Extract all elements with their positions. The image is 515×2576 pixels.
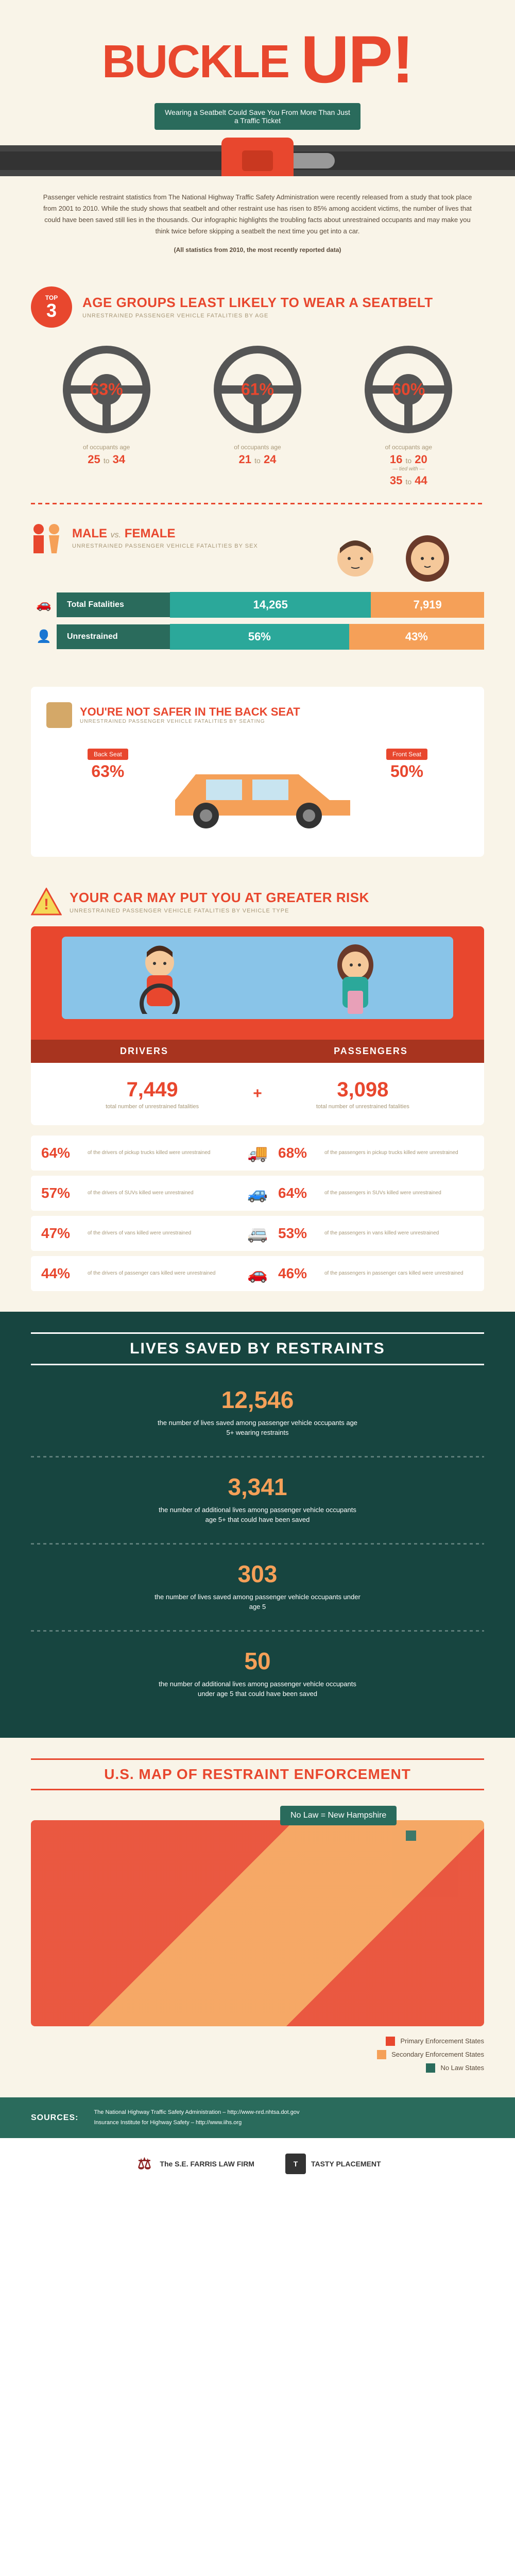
female-face-icon <box>402 530 453 582</box>
us-map-graphic <box>31 1820 484 2026</box>
vehicle-stat-row: 64%of the drivers of pickup trucks kille… <box>31 1136 484 1171</box>
legend-item: Secondary Enforcement States <box>31 2050 484 2059</box>
sources-bar: SOURCES: The National Highway Traffic Sa… <box>0 2097 515 2139</box>
back-seat-stat: Back Seat 63% <box>88 749 128 781</box>
lives-title: LIVES SAVED BY RESTRAINTS <box>31 1332 484 1365</box>
male-face-icon <box>330 530 381 582</box>
buckle-icon <box>221 138 294 176</box>
backseat-subtitle: UNRESTRAINED PASSENGER VEHICLE FATALITIE… <box>80 719 300 724</box>
vehicle-icon: 🚚 <box>237 1143 278 1163</box>
intro-text-block: Passenger vehicle restraint statistics f… <box>0 176 515 271</box>
source-line: Insurance Institute for Highway Safety –… <box>94 2118 299 2128</box>
steering-wheel-icon: 63% <box>60 343 153 436</box>
age-group-card: 60%of occupants age16 to 20— tied with —… <box>333 343 484 487</box>
passengers-total: 3,098 total number of unrestrained fatal… <box>262 1078 464 1110</box>
steering-wheel-icon: 61% <box>211 343 304 436</box>
driver-icon <box>129 942 191 1014</box>
seatbelt-graphic <box>0 145 515 176</box>
top3-badge: TOP 3 <box>31 286 72 328</box>
age-group-card: 61%of occupants age21 to 24 <box>182 343 333 487</box>
vehicle-icon: 🚙 <box>237 1183 278 1203</box>
drivers-label: DRIVERS <box>31 1040 258 1063</box>
vehicle-icon: 🚗 <box>237 1264 278 1283</box>
warning-icon: ! <box>31 888 62 916</box>
hero-title: BUCKLE UP! <box>31 21 484 98</box>
farris-logo: ⚖ The S.E. FARRIS LAW FIRM <box>134 2154 254 2174</box>
lives-saved-section: LIVES SAVED BY RESTRAINTS 12,546the numb… <box>0 1312 515 1738</box>
drivers-total: 7,449 total number of unrestrained fatal… <box>52 1078 253 1110</box>
title-buckle: BUCKLE <box>102 36 289 88</box>
age-section: TOP 3 AGE GROUPS LEAST LIKELY TO WEAR A … <box>0 271 515 671</box>
risk-title: YOUR CAR MAY PUT YOU AT GREATER RISK <box>70 890 369 906</box>
lives-stat: 12,546the number of lives saved among pa… <box>31 1386 484 1438</box>
plus-icon: + <box>253 1085 262 1103</box>
intro-note: (All statistics from 2010, the most rece… <box>41 245 474 255</box>
map-section: U.S. MAP OF RESTRAINT ENFORCEMENT No Law… <box>0 1738 515 2097</box>
risk-subtitle: UNRESTRAINED PASSENGER VEHICLE FATALITIE… <box>70 908 369 914</box>
hero-subtitle: Wearing a Seatbelt Could Save You From M… <box>154 103 360 130</box>
people-icon <box>31 520 62 556</box>
lives-stat: 3,341the number of additional lives amon… <box>31 1473 484 1525</box>
vehicle-stat-row: 57%of the drivers of SUVs killed were un… <box>31 1176 484 1211</box>
mf-subtitle: UNRESTRAINED PASSENGER VEHICLE FATALITIE… <box>72 543 258 549</box>
source-line: The National Highway Traffic Safety Admi… <box>94 2108 299 2118</box>
driving-graphic <box>31 926 484 1040</box>
passengers-label: PASSENGERS <box>258 1040 484 1063</box>
legend-item: No Law States <box>31 2063 484 2073</box>
age-title: AGE GROUPS LEAST LIKELY TO WEAR A SEATBE… <box>82 295 433 311</box>
new-hampshire-marker <box>406 1831 416 1841</box>
hero-section: BUCKLE UP! Wearing a Seatbelt Could Save… <box>0 0 515 176</box>
legend-item: Primary Enforcement States <box>31 2037 484 2046</box>
lives-stat: 303the number of lives saved among passe… <box>31 1560 484 1612</box>
backseat-section: YOU'RE NOT SAFER IN THE BACK SEAT UNREST… <box>0 671 515 872</box>
passenger-icon <box>324 942 386 1014</box>
mf-stat-row: 👤Unrestrained56%43% <box>31 624 484 650</box>
age-subtitle: UNRESTRAINED PASSENGER VEHICLE FATALITIE… <box>82 313 433 319</box>
svg-text:!: ! <box>44 896 49 913</box>
seat-icon <box>46 702 72 728</box>
intro-paragraph: Passenger vehicle restraint statistics f… <box>41 192 474 237</box>
sources-label: SOURCES: <box>31 2113 78 2123</box>
car-side-icon <box>154 749 360 831</box>
footer: ⚖ The S.E. FARRIS LAW FIRM T TASTY PLACE… <box>0 2138 515 2190</box>
vehicle-stat-row: 47%of the drivers of vans killed were un… <box>31 1216 484 1251</box>
mf-title: MALE vs. FEMALE <box>72 527 258 541</box>
backseat-title: YOU'RE NOT SAFER IN THE BACK SEAT <box>80 705 300 719</box>
steering-wheel-icon: 60% <box>362 343 455 436</box>
risk-section: ! YOUR CAR MAY PUT YOU AT GREATER RISK U… <box>0 872 515 1312</box>
age-group-card: 63%of occupants age25 to 34 <box>31 343 182 487</box>
mf-stat-row: 🚗Total Fatalities14,2657,919 <box>31 592 484 618</box>
title-up: UP! <box>301 22 413 97</box>
vehicle-icon: 🚐 <box>237 1224 278 1243</box>
front-seat-stat: Front Seat 50% <box>386 749 427 781</box>
vehicle-stat-row: 44%of the drivers of passenger cars kill… <box>31 1256 484 1291</box>
map-title: U.S. MAP OF RESTRAINT ENFORCEMENT <box>31 1758 484 1790</box>
map-callout: No Law = New Hampshire <box>280 1806 397 1825</box>
tasty-placement-logo: T TASTY PLACEMENT <box>285 2154 381 2174</box>
lives-stat: 50the number of additional lives among p… <box>31 1647 484 1699</box>
